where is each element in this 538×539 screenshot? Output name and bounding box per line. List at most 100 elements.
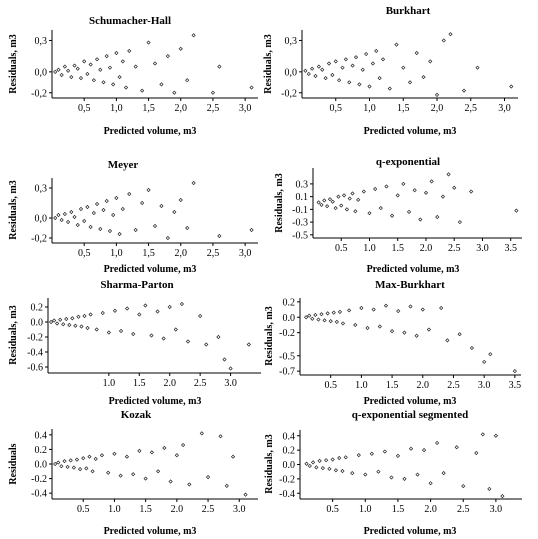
data-point	[53, 69, 58, 74]
data-point	[74, 457, 80, 462]
data-point	[363, 472, 368, 477]
y-tick-label: -0.7	[279, 367, 295, 378]
data-point	[172, 209, 177, 215]
data-point	[152, 223, 158, 229]
data-point	[65, 464, 70, 470]
data-point	[161, 336, 166, 341]
data-point	[93, 456, 98, 461]
data-point	[423, 190, 429, 195]
data-point	[155, 309, 160, 314]
data-point	[179, 301, 184, 307]
data-point	[353, 322, 358, 328]
y-tick-label: 0.2	[283, 446, 296, 457]
data-point	[111, 212, 116, 218]
data-point	[82, 313, 87, 319]
data-point	[127, 48, 132, 54]
data-point	[156, 469, 161, 474]
data-point	[94, 327, 99, 332]
x-tick-label: 3,0	[239, 248, 252, 259]
data-point	[428, 59, 433, 64]
data-point	[112, 451, 117, 456]
data-point	[395, 193, 400, 198]
data-point	[51, 318, 57, 323]
data-point	[350, 471, 355, 476]
data-point	[414, 333, 419, 338]
x-tick-label: 1,0	[363, 103, 376, 114]
data-point	[143, 303, 148, 308]
data-point	[205, 475, 211, 480]
data-point	[434, 92, 440, 97]
data-point	[378, 205, 383, 211]
data-point	[310, 66, 315, 71]
data-point	[149, 450, 154, 455]
plot-title: q-exponential	[376, 156, 440, 168]
x-tick-label: 1.5	[133, 378, 146, 389]
data-point	[320, 67, 325, 72]
data-point	[217, 64, 222, 69]
x-axis-label: Predicted volume, m3	[364, 396, 457, 407]
data-point	[68, 458, 73, 463]
y-tick-label: 0.2	[35, 445, 48, 456]
data-point	[159, 82, 164, 87]
data-point	[428, 481, 433, 486]
data-point	[79, 324, 84, 329]
plot-title: Burkhart	[386, 5, 431, 17]
data-point	[514, 208, 519, 213]
data-point	[137, 448, 142, 453]
y-tick-label: -0,2	[31, 88, 47, 99]
x-tick-label: 1.5	[386, 380, 399, 391]
data-point	[469, 189, 474, 194]
data-point	[330, 457, 335, 462]
data-point	[353, 209, 358, 214]
data-point	[85, 204, 90, 210]
data-point	[509, 84, 514, 89]
data-point	[359, 305, 364, 311]
x-axis-label: Predicted volume, m3	[109, 396, 202, 407]
data-point	[439, 305, 444, 311]
data-point	[104, 198, 109, 204]
data-point	[334, 319, 339, 324]
data-point	[387, 86, 392, 91]
data-point	[88, 312, 93, 317]
data-point	[337, 455, 342, 461]
data-point	[127, 191, 132, 197]
y-tick-label: 0.0	[35, 460, 48, 471]
data-point	[370, 61, 375, 66]
data-point	[198, 313, 203, 319]
data-point	[246, 342, 251, 347]
data-point	[401, 65, 406, 70]
data-point	[65, 68, 71, 73]
data-point	[457, 332, 462, 337]
x-tick-label: 2.0	[163, 378, 176, 389]
y-tick-label: 0.2	[283, 297, 296, 308]
data-point	[343, 57, 348, 62]
data-point	[222, 357, 227, 362]
data-point	[402, 330, 407, 335]
data-point	[118, 473, 123, 478]
y-tick-label: -0,2	[281, 88, 297, 99]
y-tick-label: -0.5	[292, 230, 308, 241]
data-point	[330, 72, 335, 78]
data-point	[67, 322, 72, 328]
data-point	[106, 470, 111, 475]
y-axis-label: Residuals	[8, 443, 19, 484]
data-point	[124, 454, 130, 459]
x-tick-label: 2.0	[424, 504, 437, 515]
data-point	[133, 64, 138, 69]
data-point	[304, 315, 309, 320]
data-point	[469, 345, 474, 351]
data-point	[94, 201, 100, 207]
data-point	[230, 454, 236, 459]
data-point	[131, 331, 136, 337]
data-point	[340, 65, 345, 70]
y-tick-label: 0,0	[35, 214, 48, 225]
data-point	[84, 466, 89, 471]
data-point	[316, 64, 321, 69]
data-point	[323, 76, 328, 81]
data-point	[172, 90, 177, 95]
y-tick-label: -0.3	[292, 218, 308, 229]
data-point	[249, 227, 254, 233]
data-point	[118, 328, 124, 334]
data-point	[187, 482, 192, 487]
data-point	[475, 65, 480, 70]
